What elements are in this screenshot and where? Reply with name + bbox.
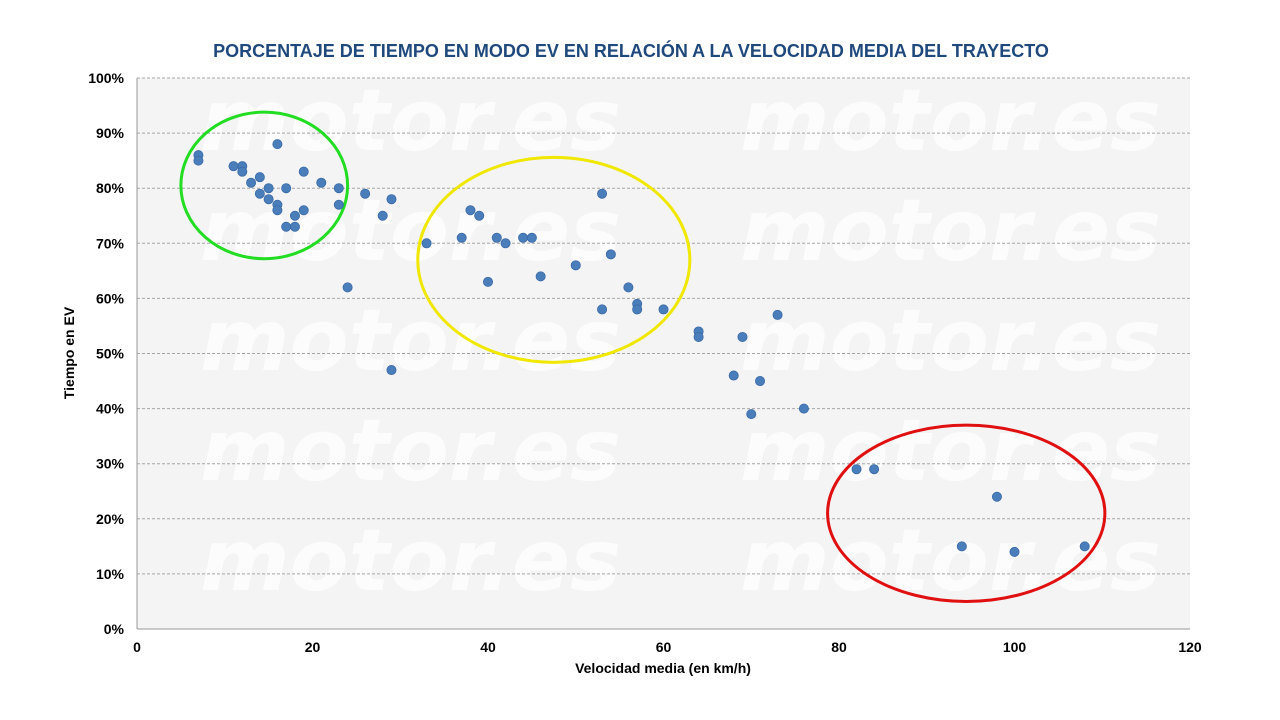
watermark-text: motor.es [740, 181, 1161, 281]
watermark-text: motor.es [200, 401, 621, 501]
data-point [956, 541, 967, 552]
data-point [500, 238, 511, 249]
data-point [597, 304, 608, 315]
data-point [597, 188, 608, 199]
data-point [298, 205, 309, 216]
data-point [289, 210, 300, 221]
data-point [289, 221, 300, 232]
y-tick-label: 20% [96, 511, 125, 527]
data-point [421, 238, 432, 249]
data-point [474, 210, 485, 221]
watermark-text: motor.es [740, 71, 1161, 171]
y-tick-labels: 0% 10% 20% 30% 40% 50% 60% 70% 80% 90% 100% [88, 70, 124, 637]
data-point [281, 183, 292, 194]
highlight-ellipse [179, 110, 350, 261]
data-point [570, 260, 581, 271]
data-point [456, 232, 467, 243]
data-point [798, 403, 809, 414]
data-point [491, 232, 502, 243]
data-point [623, 282, 634, 293]
watermark-text: motor.es [740, 291, 1161, 391]
x-tick-label: 120 [1178, 639, 1202, 655]
y-axis-label: Tiempo en EV [61, 306, 77, 399]
data-points [193, 139, 1090, 557]
data-point [772, 309, 783, 320]
chart-title: PORCENTAJE DE TIEMPO EN MODO EV EN RELAC… [213, 40, 1049, 61]
data-point [482, 276, 493, 287]
data-point [237, 166, 248, 177]
data-point [693, 331, 704, 342]
data-point [254, 188, 265, 199]
y-tick-label: 80% [96, 180, 125, 196]
y-tick-label: 30% [96, 456, 125, 472]
data-point [272, 139, 283, 150]
data-point [386, 365, 397, 376]
data-point [755, 376, 766, 387]
watermark-text: motor.es [740, 401, 1161, 501]
y-tick-label: 40% [96, 401, 125, 417]
x-tick-label: 80 [831, 639, 847, 655]
data-point [281, 221, 292, 232]
data-point [298, 166, 309, 177]
x-tick-labels: 0 20 40 60 80 100 120 [133, 639, 1202, 655]
data-point [1079, 541, 1090, 552]
data-point [263, 194, 274, 205]
highlight-ellipses [179, 110, 1107, 603]
data-point [342, 282, 353, 293]
x-tick-label: 60 [656, 639, 672, 655]
gridlines [137, 77, 1190, 575]
x-tick-label: 20 [305, 639, 321, 655]
y-tick-label: 50% [96, 346, 125, 362]
watermark-text: motor.es [200, 71, 621, 171]
highlight-ellipse [416, 155, 692, 364]
data-point [605, 249, 616, 260]
data-point [869, 464, 880, 475]
data-point [991, 491, 1002, 502]
data-point [737, 331, 748, 342]
x-axis-label: Velocidad media (en km/h) [575, 660, 751, 676]
x-tick-label: 100 [1003, 639, 1027, 655]
y-tick-label: 70% [96, 235, 125, 251]
data-point [333, 199, 344, 210]
y-tick-label: 90% [96, 125, 125, 141]
data-point [535, 271, 546, 282]
data-point [377, 210, 388, 221]
data-point [632, 304, 643, 315]
data-point [1009, 546, 1020, 557]
data-point [526, 232, 537, 243]
watermark-text: motor.es [200, 291, 621, 391]
x-tick-label: 0 [133, 639, 141, 655]
data-point [386, 194, 397, 205]
data-point [360, 188, 371, 199]
watermark-text: motor.es [740, 511, 1161, 611]
data-point [518, 232, 529, 243]
data-point [254, 172, 265, 183]
y-tick-label: 100% [88, 70, 124, 86]
y-tick-label: 60% [96, 290, 125, 306]
data-point [333, 183, 344, 194]
data-point [272, 205, 283, 216]
data-point [728, 370, 739, 381]
data-point [658, 304, 669, 315]
data-point [851, 464, 862, 475]
x-tick-label: 40 [480, 639, 496, 655]
highlight-ellipse [826, 423, 1107, 603]
data-point [228, 161, 239, 172]
y-tick-label: 0% [104, 621, 125, 637]
data-point [746, 409, 757, 420]
data-point [193, 155, 204, 166]
data-point [263, 183, 274, 194]
watermark-text: motor.es [200, 511, 621, 611]
data-point [465, 205, 476, 216]
data-point [316, 177, 327, 188]
data-point [246, 177, 257, 188]
y-tick-label: 10% [96, 566, 125, 582]
